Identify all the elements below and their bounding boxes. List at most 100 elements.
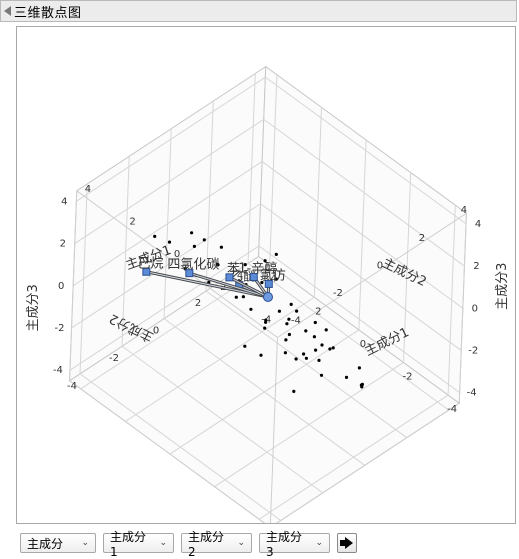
box-edge (458, 213, 467, 404)
x-tick-label: 4 (85, 184, 91, 195)
data-point (328, 347, 332, 351)
data-point (284, 338, 288, 342)
loading-vector-highlight (146, 271, 269, 298)
mode-select-value: 主成分 (27, 536, 64, 551)
scatter3d-plot[interactable]: -4-4-4-4-4-4-2-2-2-2-2-20000002222224444… (17, 27, 515, 529)
mode-select[interactable]: 主成分 ⌄ (20, 533, 96, 553)
y-tick-label: -2 (109, 353, 119, 364)
data-point (289, 302, 293, 306)
x-tick-label: 0 (360, 339, 366, 350)
box-edge (277, 212, 467, 338)
y-tick-label: -4 (291, 316, 301, 327)
grid-line (247, 73, 256, 264)
data-point (324, 328, 328, 332)
data-point (259, 353, 263, 357)
y-tick-label: -2 (333, 288, 343, 299)
loading-vector-label: 氯仿 (260, 268, 286, 283)
data-point (285, 322, 289, 326)
data-point (331, 346, 335, 350)
loading-vector-label: 四氯化碳 (167, 258, 219, 273)
grid-line (76, 76, 266, 202)
grid-line (247, 262, 450, 411)
x-tick-label: 2 (129, 217, 135, 228)
chevron-down-icon: ⌄ (159, 538, 167, 548)
data-point (202, 238, 206, 242)
y-tick-label: 2 (195, 298, 201, 309)
grid-line (313, 107, 322, 298)
chevron-down-icon: ⌄ (237, 538, 245, 548)
data-point (277, 309, 281, 313)
collapse-triangle-icon[interactable] (4, 6, 11, 16)
z-tick-label: -2 (55, 323, 65, 334)
loading-vector-tip (249, 273, 258, 282)
loading-vector-tip (264, 279, 273, 288)
loading-vector-label: 1-辛醇 (238, 261, 277, 277)
data-point (302, 352, 306, 356)
data-point (167, 240, 172, 244)
grid-line (205, 290, 408, 439)
loading-vector-highlight (189, 272, 269, 298)
arrow-right-icon (339, 537, 353, 549)
grid-line (72, 161, 263, 287)
chevron-down-icon: ⌄ (81, 538, 89, 548)
loading-vector-tip (225, 273, 234, 282)
grid-line (74, 118, 265, 244)
loading-vector-label: 苯 (227, 262, 240, 277)
data-point (357, 366, 361, 370)
grid-lines (69, 73, 467, 521)
loading-vector-tip (142, 267, 151, 276)
data-point (319, 373, 324, 377)
data-point (274, 252, 278, 256)
box-edge (69, 190, 78, 381)
z-tick-label: -4 (53, 365, 63, 376)
data-point (219, 245, 223, 249)
grid-line (163, 318, 366, 466)
data-point (192, 244, 196, 248)
y-tick-label: 0 (377, 260, 383, 271)
vector-origin (263, 292, 273, 302)
data-point (243, 344, 247, 348)
grid-line (125, 296, 315, 422)
z-axis-select-value: 主成分3 (266, 529, 303, 559)
data-point (295, 309, 299, 313)
grid-line (261, 161, 464, 309)
data-point (314, 348, 318, 352)
z-axis-select[interactable]: 主成分3 ⌄ (259, 530, 330, 559)
data-point (294, 357, 298, 361)
plot-frame[interactable]: -4-4-4-4-4-4-2-2-2-2-2-20000002222224444… (16, 26, 516, 529)
data-point (241, 295, 245, 299)
data-point (243, 263, 247, 267)
x-axis-select[interactable]: 主成分1 ⌄ (103, 530, 174, 559)
data-point (320, 343, 324, 347)
y-tick-label: 0 (153, 326, 159, 337)
z-tick-label: 0 (472, 303, 478, 314)
panel-header[interactable]: 三维散点图 (0, 0, 517, 22)
y-tick-label: 4 (237, 270, 243, 281)
data-point (264, 318, 268, 322)
data-point (249, 307, 253, 311)
z-axis-label: 主成分3 (495, 263, 510, 310)
data-point (190, 231, 194, 235)
box-edge (269, 402, 460, 528)
x-tick-label: -4 (447, 404, 457, 415)
data-point (312, 335, 316, 339)
x-tick-label: 2 (315, 306, 321, 317)
grid-line (205, 101, 214, 292)
chevron-down-icon: ⌄ (315, 538, 323, 548)
z-tick-label: -2 (468, 345, 478, 356)
panel-title: 三维散点图 (14, 5, 82, 21)
data-point (313, 320, 317, 325)
x-tick-label: -2 (403, 371, 413, 382)
data-point (344, 375, 349, 379)
y-axis-select[interactable]: 主成分2 ⌄ (181, 530, 252, 559)
data-point (274, 277, 278, 281)
data-point (287, 332, 291, 337)
data-point (263, 326, 267, 330)
z-tick-label: 0 (58, 281, 64, 292)
data-point (304, 356, 308, 360)
z-tick-label: -4 (467, 388, 477, 399)
box-edge (76, 190, 278, 338)
data-point (359, 383, 363, 387)
go-button[interactable] (337, 533, 357, 553)
z-tick-label: 4 (61, 196, 67, 207)
